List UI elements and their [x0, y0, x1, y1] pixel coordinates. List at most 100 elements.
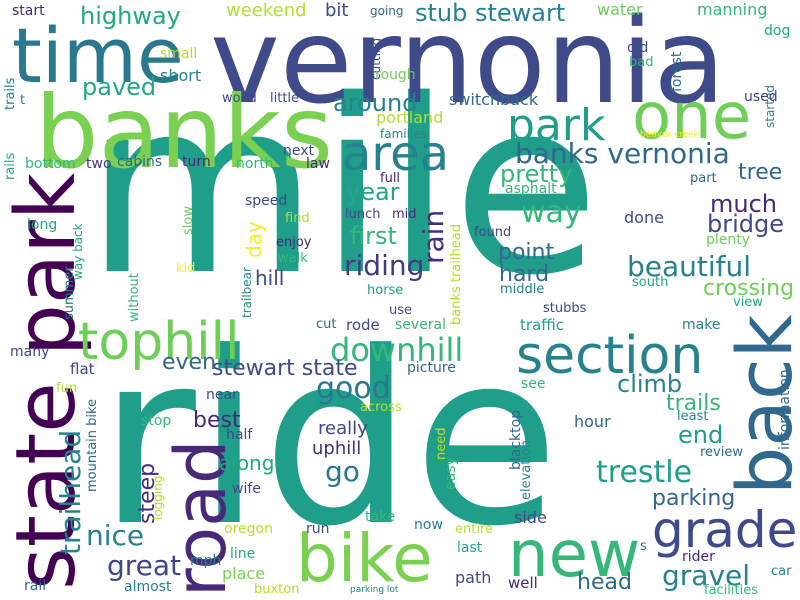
word-bike: bike: [296, 520, 433, 597]
word-mile: mile: [85, 48, 600, 328]
word-vernonia: vernonia: [210, 0, 726, 130]
word-rode: rode: [346, 316, 380, 334]
word-go: go: [325, 455, 360, 488]
word-banks: banks: [35, 74, 334, 191]
word-stop: stop: [141, 413, 172, 429]
word-crossing: crossing: [703, 276, 795, 301]
word-take: take: [365, 509, 396, 525]
word-slow: slow: [181, 206, 196, 235]
word-short: short: [160, 66, 202, 85]
word-view: view: [733, 295, 763, 310]
word-picture: picture: [407, 360, 456, 376]
word-good: good: [316, 371, 391, 406]
word-long: long: [27, 217, 58, 233]
word-year: year: [346, 178, 400, 206]
word-highway: highway: [80, 2, 181, 30]
word-really: really: [318, 418, 368, 439]
word-see: see: [521, 376, 546, 392]
word-without: without: [127, 273, 142, 322]
word-way: way: [521, 195, 582, 230]
word-bottom: bottom: [25, 156, 76, 172]
word-across: across: [360, 400, 402, 415]
word-rails: rails: [3, 152, 18, 180]
word-trails-small: trails: [3, 77, 18, 110]
word-s: s: [640, 539, 647, 554]
word-now: now: [414, 517, 443, 533]
word-several: several: [395, 317, 447, 333]
word-water: water: [597, 0, 643, 19]
word-enjoy: enjoy: [276, 235, 312, 250]
word-rough: rough: [375, 67, 416, 83]
word-line: line: [230, 546, 256, 562]
word-bit: bit: [325, 0, 349, 21]
word-last: last: [457, 540, 483, 556]
word-use: use: [389, 303, 413, 318]
word-kid: kid: [176, 261, 196, 276]
word-banks-trailhead: banks trailhead: [449, 224, 464, 325]
word-area: area: [342, 126, 450, 182]
word-half: half: [226, 427, 253, 443]
word-point: point: [498, 240, 555, 265]
word-trailbear: trailbear: [240, 267, 254, 318]
word-cut: cut: [316, 317, 337, 332]
word-uphill: uphill: [312, 438, 362, 459]
word-place: place: [222, 564, 266, 583]
word-great: great: [107, 549, 182, 582]
word-hard: hard: [499, 262, 550, 287]
word-turn: turn: [182, 154, 211, 170]
word-stub-stewart: stub stewart: [415, 0, 566, 27]
word-dog: dog: [764, 23, 791, 39]
word-least: least: [677, 409, 709, 424]
word-portland: portland: [376, 108, 444, 127]
word-rider: rider: [682, 549, 715, 565]
word-wife: wife: [232, 481, 261, 497]
word-traffic: traffic: [520, 316, 564, 334]
word-one: one: [632, 80, 752, 154]
word-oregon: oregon: [224, 521, 273, 537]
word-buxton: buxton: [254, 582, 300, 597]
word-well: well: [508, 574, 538, 592]
word-tree: tree: [738, 160, 783, 185]
word-switchback: switchback: [449, 90, 539, 109]
word-climb: climb: [617, 370, 683, 398]
word-parking-lot: parking lot: [350, 585, 399, 595]
word-almost: almost: [124, 579, 172, 595]
word-make: make: [682, 317, 721, 333]
word-head: head: [577, 570, 632, 595]
word-path: path: [455, 568, 492, 587]
word-speed: speed: [245, 193, 288, 209]
word-time: time: [12, 11, 184, 100]
word-south: south: [632, 275, 669, 290]
word-tophill: tophill: [78, 312, 240, 372]
word-parking: parking: [652, 486, 736, 511]
word-mph: mph: [190, 553, 222, 569]
word-rain: rain: [417, 209, 450, 264]
word-bad: bad: [629, 55, 654, 70]
word-near: near: [206, 387, 238, 403]
word-start: start: [12, 3, 45, 19]
word-downhill: downhill: [330, 331, 464, 369]
word-bridge: bridge: [707, 210, 785, 238]
word-part: part: [690, 171, 717, 186]
word-car: car: [771, 564, 792, 579]
word-end: end: [678, 421, 724, 449]
word-easy: easy: [443, 457, 459, 490]
word-paved: paved: [82, 73, 157, 101]
word-find: find: [285, 211, 310, 226]
word-hour: hour: [574, 412, 611, 431]
word-run: run: [306, 521, 330, 537]
word-day: day: [242, 221, 266, 258]
word-asphalt: asphalt: [505, 181, 557, 197]
word-found: found: [474, 225, 512, 240]
word-mid: mid: [392, 207, 417, 222]
word-review: review: [700, 445, 743, 460]
word-side: side: [514, 508, 547, 527]
word-fun: fun: [56, 381, 78, 396]
word-stewart-state: stewart state: [212, 356, 358, 381]
word-two: two: [86, 156, 112, 172]
word-flat: flat: [70, 360, 95, 378]
word-lunch: lunch: [345, 207, 381, 222]
word-many: many: [10, 344, 50, 360]
word-plenty: plenty: [706, 232, 751, 248]
